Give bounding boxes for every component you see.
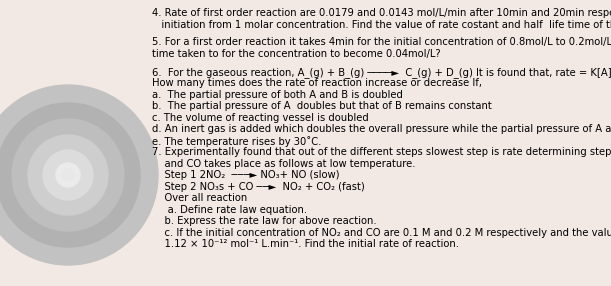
Circle shape bbox=[62, 169, 74, 181]
Text: a.  The partial pressure of both A and B is doubled: a. The partial pressure of both A and B … bbox=[152, 90, 403, 100]
Text: b.  The partial pressure of A  doubles but that of B remains constant: b. The partial pressure of A doubles but… bbox=[152, 101, 492, 111]
Text: 7. Experimentally found that out of the different steps slowest step is rate det: 7. Experimentally found that out of the … bbox=[152, 147, 611, 157]
Circle shape bbox=[56, 163, 80, 187]
Text: 4. Rate of first order reaction are 0.0179 and 0.0143 mol/L/min after 10min and : 4. Rate of first order reaction are 0.01… bbox=[152, 8, 611, 18]
Text: initiation from 1 molar concentration. Find the value of rate costant and half  : initiation from 1 molar concentration. F… bbox=[152, 19, 611, 29]
Text: How many times does the rate of reaction increase or decrease If,: How many times does the rate of reaction… bbox=[152, 78, 482, 88]
Text: Step 1 2NO₂  ───► NO₃+ NO (slow): Step 1 2NO₂ ───► NO₃+ NO (slow) bbox=[152, 170, 340, 180]
Circle shape bbox=[0, 103, 140, 247]
Circle shape bbox=[12, 119, 124, 231]
Circle shape bbox=[28, 135, 108, 215]
Text: Step 2 NO₃s + CO ──►  NO₂ + CO₂ (fast): Step 2 NO₃s + CO ──► NO₂ + CO₂ (fast) bbox=[152, 182, 365, 192]
Text: e. The temperature rises by 30˚C.: e. The temperature rises by 30˚C. bbox=[152, 136, 321, 146]
Text: 6.  For the gaseous reaction, A_(g) + B_(g) ────►  C_(g) + D_(g) It is found tha: 6. For the gaseous reaction, A_(g) + B_(… bbox=[152, 67, 611, 78]
Text: c. If the initial concentration of NO₂ and CO are 0.1 M and 0.2 M respectively a: c. If the initial concentration of NO₂ a… bbox=[152, 228, 611, 238]
Text: time taken to for the concentration to become 0.04mol/L?: time taken to for the concentration to b… bbox=[152, 49, 441, 59]
Text: 1.12 × 10⁻¹² mol⁻¹ L.min⁻¹. Find the initial rate of reaction.: 1.12 × 10⁻¹² mol⁻¹ L.min⁻¹. Find the ini… bbox=[152, 239, 459, 249]
Text: 5. For a first order reaction it takes 4min for the initial concentration of 0.8: 5. For a first order reaction it takes 4… bbox=[152, 37, 611, 47]
Circle shape bbox=[43, 150, 93, 200]
Text: and CO takes place as follows at low temperature.: and CO takes place as follows at low tem… bbox=[152, 159, 415, 169]
Text: Over all reaction: Over all reaction bbox=[152, 193, 247, 203]
Text: a. Define rate law equation.: a. Define rate law equation. bbox=[152, 205, 307, 215]
Text: d. An inert gas is added which doubles the overall pressure while the partial pr: d. An inert gas is added which doubles t… bbox=[152, 124, 611, 134]
Text: c. The volume of reacting vessel is doubled: c. The volume of reacting vessel is doub… bbox=[152, 113, 369, 123]
Circle shape bbox=[0, 85, 158, 265]
Text: b. Express the rate law for above reaction.: b. Express the rate law for above reacti… bbox=[152, 216, 376, 226]
